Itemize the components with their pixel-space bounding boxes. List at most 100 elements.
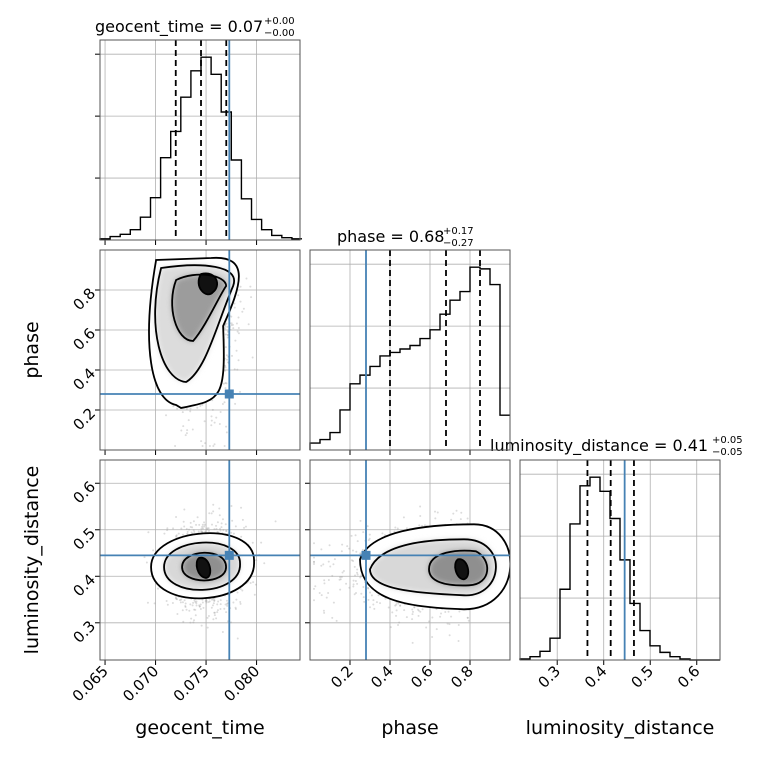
scatter-point <box>362 596 365 599</box>
scatter-point <box>417 614 420 617</box>
scatter-point <box>327 578 330 581</box>
scatter-point <box>225 529 228 532</box>
panel-content <box>100 250 300 450</box>
tick-label-y: 0.5 <box>69 524 99 554</box>
tick-label-y: 0.2 <box>69 404 99 434</box>
scatter-point <box>391 611 394 614</box>
title-luminosity-distance: luminosity_distance = 0.41 <box>490 436 708 456</box>
scatter-point <box>181 411 184 414</box>
scatter-point <box>455 509 458 512</box>
scatter-point <box>215 527 218 530</box>
scatter-point <box>235 322 238 325</box>
scatter-point <box>152 549 155 552</box>
tick-label-x: 0.065 <box>69 662 112 705</box>
scatter-point <box>397 602 400 605</box>
scatter-point <box>313 599 315 602</box>
scatter-point <box>245 277 248 280</box>
scatter-point <box>225 425 228 428</box>
scatter-point <box>224 366 227 369</box>
scatter-point <box>350 534 353 537</box>
scatter-point <box>366 586 369 589</box>
scatter-point <box>143 556 146 559</box>
scatter-point <box>234 402 237 405</box>
scatter-point <box>219 603 222 606</box>
scatter-point <box>368 533 371 536</box>
scatter-point <box>185 608 188 611</box>
scatter-point <box>457 623 460 626</box>
scatter-point <box>436 511 439 514</box>
scatter-point <box>175 515 178 518</box>
scatter-point <box>237 294 240 297</box>
scatter-point <box>395 601 398 604</box>
scatter-point <box>191 604 194 607</box>
scatter-point <box>413 606 416 609</box>
scatter-point <box>325 596 328 599</box>
scatter-point <box>411 618 414 621</box>
scatter-point <box>353 593 356 596</box>
scatter-point <box>174 445 177 447</box>
scatter-point <box>356 568 359 571</box>
title-luminosity-distance-sub: −0.05 <box>712 447 743 458</box>
scatter-point <box>372 603 375 606</box>
contour-line <box>428 549 489 587</box>
scatter-point <box>216 530 219 533</box>
scatter-point <box>327 591 330 594</box>
scatter-point <box>200 530 203 533</box>
scatter-point <box>166 529 169 532</box>
scatter-point <box>231 354 234 357</box>
scatter-point <box>366 525 369 528</box>
scatter-point <box>226 602 229 605</box>
scatter-point <box>196 516 199 519</box>
scatter-point <box>466 616 469 619</box>
scatter-point <box>332 601 335 604</box>
scatter-point <box>323 582 326 585</box>
scatter-point <box>439 615 442 618</box>
scatter-point <box>201 598 204 601</box>
scatter-point <box>367 539 370 542</box>
scatter-point <box>419 610 422 613</box>
scatter-point <box>359 519 362 522</box>
scatter-point <box>387 606 390 609</box>
scatter-point <box>239 390 242 393</box>
tick-label-x: 0.3 <box>534 662 564 692</box>
scatter-point <box>355 592 358 595</box>
scatter-point <box>206 626 209 629</box>
scatter-point <box>219 607 222 610</box>
scatter-point <box>193 608 196 611</box>
scatter-point <box>166 527 169 530</box>
scatter-point <box>204 600 207 603</box>
scatter-point <box>206 616 209 619</box>
scatter-point <box>328 544 331 547</box>
scatter-point <box>190 531 193 534</box>
tick-label-y: 0.4 <box>69 571 99 601</box>
scatter-point <box>224 381 227 384</box>
scatter-point <box>232 532 235 535</box>
scatter-point <box>194 601 197 604</box>
tick-label-y: 0.4 <box>69 364 99 394</box>
scatter-point <box>205 599 208 602</box>
scatter-point <box>348 547 351 550</box>
scatter-point <box>381 532 384 535</box>
scatter-point <box>181 533 184 536</box>
scatter-point <box>192 520 195 523</box>
contour-line <box>195 557 212 579</box>
scatter-point <box>322 563 325 566</box>
tick-label-x: 0.2 <box>327 662 357 692</box>
scatter-point <box>226 358 229 361</box>
scatter-point <box>346 545 349 548</box>
scatter-point <box>208 600 211 603</box>
density-level <box>198 273 218 295</box>
scatter-point <box>352 560 355 563</box>
scatter-point <box>313 563 315 566</box>
scatter-point <box>216 609 219 612</box>
scatter-point <box>200 527 203 530</box>
scatter-point <box>320 548 323 551</box>
scatter-point <box>222 382 225 385</box>
density-shading <box>360 524 510 610</box>
scatter-point <box>394 526 397 529</box>
scatter-point <box>369 591 372 594</box>
ylabel-luminosity-distance: luminosity_distance <box>21 466 43 655</box>
scatter-point <box>360 575 363 578</box>
title-geocent-time: geocent_time = 0.07 <box>95 17 263 37</box>
scatter-point <box>215 416 218 419</box>
